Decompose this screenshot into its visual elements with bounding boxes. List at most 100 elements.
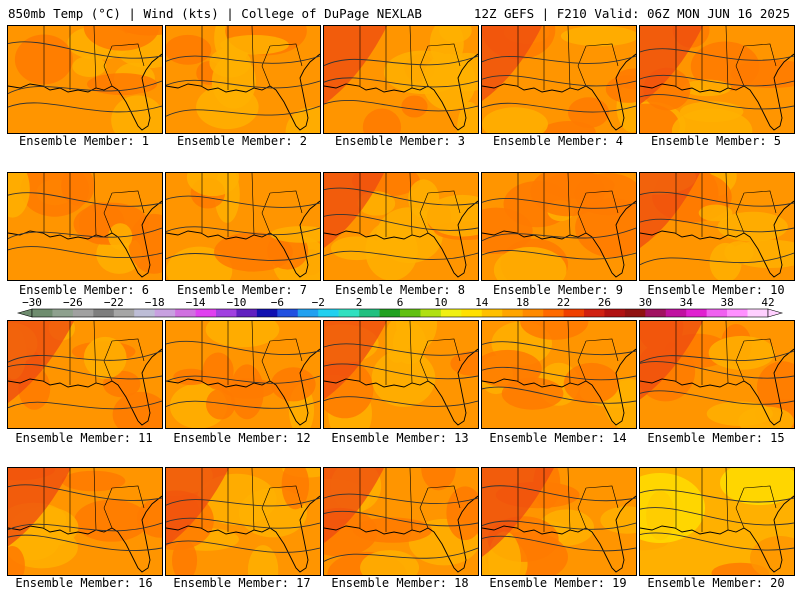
colorbar-segment: [195, 309, 217, 317]
colorbar-segment: [400, 309, 421, 317]
colorbar-segment: [379, 309, 401, 317]
colorbar-tick-label: −30: [22, 296, 42, 309]
temperature-map: [640, 321, 794, 428]
temperature-colorbar: −30 −26 −22 −18 −14 −10 −6 −2 2 6 10 14 18 22 26 30 34 38…: [16, 296, 784, 318]
ensemble-member-panel: [323, 467, 479, 576]
colorbar-segment: [256, 309, 278, 317]
colorbar-segment: [52, 309, 74, 317]
ensemble-member-panel: [165, 25, 321, 134]
ensemble-member-label: Ensemble Member: 17: [173, 576, 311, 590]
ensemble-member-panel: [481, 467, 637, 576]
ensemble-member-label: Ensemble Member: 4: [492, 134, 624, 148]
ensemble-member-panel: [481, 320, 637, 429]
temperature-map: [324, 173, 478, 280]
temperature-map: [8, 173, 162, 280]
temperature-map: [640, 173, 794, 280]
colorbar-segment: [706, 309, 728, 317]
ensemble-member-panel: [323, 172, 479, 281]
colorbar-tick-label: −10: [227, 296, 247, 309]
temperature-map: [166, 321, 320, 428]
colorbar-segment: [113, 309, 135, 317]
temperature-map: [640, 26, 794, 133]
temperature-map: [166, 26, 320, 133]
colorbar-segment: [645, 309, 667, 317]
colorbar-segment: [72, 309, 94, 317]
colorbar-segment: [297, 309, 319, 317]
ensemble-member-label: Ensemble Member: 3: [334, 134, 466, 148]
colorbar-tick-label: −2: [312, 296, 325, 309]
ensemble-member-panel: [7, 25, 163, 134]
temperature-map: [482, 468, 636, 575]
ensemble-member-panel: [639, 172, 795, 281]
colorbar-tick-label: −18: [145, 296, 165, 309]
header-title: 850mb Temp (°C) | Wind (kts) | College o…: [8, 6, 422, 21]
colorbar-tick-label: 18: [516, 296, 529, 309]
ensemble-member-label: Ensemble Member: 5: [650, 134, 782, 148]
colorbar-tick-label: 14: [475, 296, 489, 309]
ensemble-member-label: Ensemble Member: 13: [331, 431, 469, 445]
colorbar-tick-label: −22: [104, 296, 124, 309]
colorbar-tick-label: 10: [434, 296, 447, 309]
colorbar-segment: [461, 309, 483, 317]
ensemble-member-panel: [165, 467, 321, 576]
ensemble-member-label: Ensemble Member: 16: [15, 576, 153, 590]
colorbar-segment: [236, 309, 258, 317]
colorbar-tick-label: 34: [680, 296, 694, 309]
colorbar-segment: [727, 309, 748, 317]
header-run-info: 12Z GEFS | F210 Valid: 06Z MON JUN 16 20…: [473, 6, 790, 21]
colorbar-segment: [747, 309, 769, 317]
colorbar-segment: [624, 309, 646, 317]
ensemble-member-label: Ensemble Member: 10: [647, 283, 785, 297]
ensemble-member-label: Ensemble Member: 15: [647, 431, 785, 445]
ensemble-member-panel: [323, 320, 479, 429]
ensemble-member-label: Ensemble Member: 19: [489, 576, 627, 590]
temperature-map: [324, 321, 478, 428]
ensemble-member-panel: [323, 25, 479, 134]
ensemble-member-panel: [7, 320, 163, 429]
temperature-map: [166, 468, 320, 575]
temperature-map: [8, 321, 162, 428]
colorbar-segment: [665, 309, 687, 317]
ensemble-member-panel: [165, 320, 321, 429]
ensemble-member-panel: [7, 467, 163, 576]
ensemble-member-label: Ensemble Member: 2: [176, 134, 308, 148]
ensemble-member-panel: [639, 467, 795, 576]
colorbar-segment: [522, 309, 544, 317]
colorbar-segment: [216, 309, 237, 317]
colorbar-segment: [604, 309, 626, 317]
ensemble-member-panel: [639, 320, 795, 429]
ensemble-member-label: Ensemble Member: 14: [489, 431, 627, 445]
colorbar-tick-label: −14: [186, 296, 206, 309]
colorbar-tick-label: −26: [63, 296, 83, 309]
colorbar-segment: [93, 309, 115, 317]
ensemble-member-label: Ensemble Member: 9: [492, 283, 624, 297]
temperature-map: [324, 468, 478, 575]
colorbar-segment: [277, 309, 299, 317]
colorbar-segment: [134, 309, 155, 317]
colorbar-segment: [338, 309, 360, 317]
ensemble-member-panel: [7, 172, 163, 281]
temperature-map: [166, 173, 320, 280]
colorbar-right-arrow: [767, 308, 784, 318]
colorbar-segment: [440, 309, 462, 317]
colorbar-segment: [502, 309, 523, 317]
temperature-map: [640, 468, 794, 575]
colorbar-tick-label: 38: [720, 296, 733, 309]
colorbar-tick-label: 42: [761, 296, 774, 309]
colorbar-segment: [584, 309, 605, 317]
ensemble-member-label: Ensemble Member: 6: [18, 283, 150, 297]
ensemble-member-panel: [481, 172, 637, 281]
temperature-map: [482, 26, 636, 133]
colorbar-tick-label: 22: [557, 296, 570, 309]
colorbar-tick-label: 26: [598, 296, 611, 309]
ensemble-member-panel: [639, 25, 795, 134]
colorbar-segment: [481, 309, 503, 317]
colorbar-tick-label: 30: [639, 296, 652, 309]
temperature-map: [482, 321, 636, 428]
temperature-map: [482, 173, 636, 280]
colorbar-segment: [543, 309, 564, 317]
colorbar-segment: [318, 309, 339, 317]
ensemble-member-label: Ensemble Member: 18: [331, 576, 469, 590]
ensemble-member-panel: [165, 172, 321, 281]
colorbar-segment: [686, 309, 707, 317]
